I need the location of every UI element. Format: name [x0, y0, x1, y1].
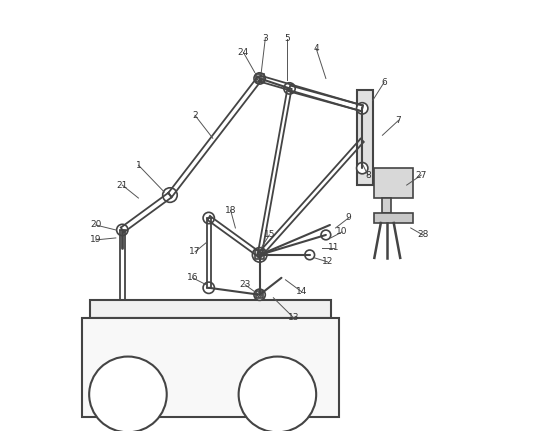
Circle shape [357, 103, 368, 114]
Text: 21: 21 [117, 181, 128, 190]
Text: 5: 5 [284, 34, 290, 43]
Circle shape [203, 282, 214, 293]
Text: 18: 18 [225, 206, 236, 215]
Text: 16: 16 [187, 273, 198, 282]
Circle shape [254, 73, 265, 84]
Circle shape [252, 248, 267, 262]
Text: 2: 2 [192, 111, 198, 120]
Bar [374, 168, 413, 198]
Circle shape [305, 250, 314, 260]
Text: 4: 4 [313, 44, 319, 53]
Bar [255, 251, 264, 259]
Ellipse shape [239, 356, 316, 432]
Circle shape [284, 83, 295, 94]
Text: 11: 11 [328, 243, 340, 252]
Text: 8: 8 [365, 171, 371, 180]
Text: 14: 14 [296, 287, 308, 296]
Text: 13: 13 [288, 313, 300, 322]
Circle shape [203, 213, 214, 224]
Circle shape [257, 292, 262, 297]
Bar [374, 213, 413, 223]
Text: 20: 20 [90, 220, 101, 229]
Text: 7: 7 [395, 116, 401, 125]
Circle shape [163, 188, 177, 202]
Bar [90, 300, 331, 318]
Text: 17: 17 [189, 248, 201, 256]
Text: 6: 6 [381, 78, 387, 87]
Ellipse shape [89, 356, 167, 432]
Bar [256, 291, 263, 299]
Text: 27: 27 [416, 171, 427, 180]
Text: 24: 24 [238, 48, 249, 57]
Bar [357, 90, 373, 185]
Text: 15: 15 [264, 230, 275, 239]
Text: 28: 28 [417, 230, 429, 239]
Bar [82, 318, 339, 417]
Text: 9: 9 [345, 213, 351, 222]
Circle shape [117, 224, 128, 235]
Text: 23: 23 [239, 280, 251, 289]
Text: 19: 19 [90, 235, 101, 245]
Circle shape [254, 289, 265, 300]
Circle shape [357, 162, 368, 174]
Circle shape [257, 76, 262, 81]
Bar [256, 74, 264, 83]
Text: 12: 12 [322, 257, 333, 267]
Text: 1: 1 [135, 161, 141, 170]
Text: 3: 3 [262, 34, 268, 43]
Text: 10: 10 [336, 228, 348, 236]
Bar [383, 198, 391, 213]
Circle shape [321, 230, 331, 240]
Circle shape [257, 252, 262, 257]
